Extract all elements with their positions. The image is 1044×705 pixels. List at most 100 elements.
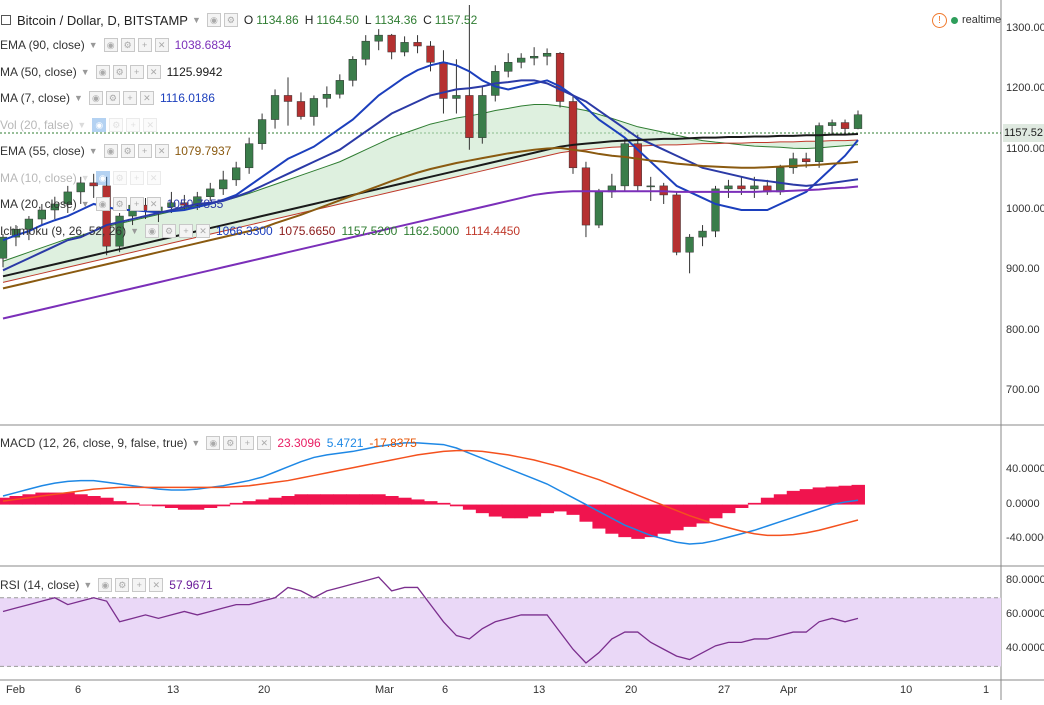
gear-icon[interactable]: ⚙ (120, 144, 135, 158)
eye-icon[interactable]: ◉ (145, 223, 159, 238)
plus-icon[interactable]: + (179, 223, 193, 238)
close-icon[interactable]: ✕ (154, 144, 169, 158)
legend-controls[interactable]: ◉ ⚙ + ✕ (145, 223, 210, 238)
gear-icon[interactable]: ⚙ (223, 13, 238, 27)
legend-label[interactable]: Ichimoku (9, 26, 52, 26) (0, 223, 127, 238)
plus-icon[interactable]: + (137, 144, 152, 158)
chevron-down-icon[interactable]: ▼ (130, 225, 139, 236)
close-icon[interactable]: ✕ (149, 578, 164, 592)
legend-controls[interactable]: ◉ ⚙ + ✕ (92, 117, 158, 132)
macd-histogram-bar (644, 504, 658, 538)
legend-row: MA (7, close) ▼ ◉ ⚙ + ✕ 1116.0186 (0, 89, 215, 107)
series-controls[interactable]: ◉ ⚙ (206, 13, 238, 27)
rsi-label[interactable]: RSI (14, close) (0, 578, 80, 592)
rsi-pane (2, 576, 859, 664)
eye-icon[interactable]: ◉ (95, 64, 110, 79)
close-icon[interactable]: ✕ (146, 197, 161, 211)
macd-tick-label: 40.0000 (1006, 463, 1044, 476)
gear-icon[interactable]: ⚙ (109, 117, 124, 132)
legend-row: EMA (55, close) ▼ ◉ ⚙ + ✕ 1079.7937 (0, 142, 231, 160)
macd-tick-label: -40.0000 (1006, 531, 1044, 544)
legend-label[interactable]: MA (7, close) (0, 91, 71, 105)
chevron-down-icon[interactable]: ▼ (191, 15, 201, 25)
legend-controls[interactable]: ◉ ⚙ + ✕ (95, 170, 161, 185)
legend-label[interactable]: MA (20, close) (0, 197, 77, 211)
plus-icon[interactable]: + (240, 436, 255, 450)
chevron-down-icon[interactable]: ▼ (80, 66, 90, 77)
macd-label[interactable]: MACD (12, 26, close, 9, false, true) (0, 436, 188, 450)
chevron-down-icon[interactable]: ▼ (77, 119, 87, 130)
gear-icon[interactable]: ⚙ (112, 64, 127, 79)
gear-icon[interactable]: ⚙ (112, 170, 127, 185)
candle-body (102, 185, 111, 247)
close-icon[interactable]: ✕ (257, 436, 272, 450)
eye-icon[interactable]: ◉ (206, 436, 221, 450)
gear-icon[interactable]: ⚙ (120, 38, 135, 52)
macd-histogram-bar (540, 504, 555, 514)
eye-icon[interactable]: ◉ (206, 13, 221, 27)
macd-histogram-bar (436, 502, 451, 505)
eye-icon[interactable]: ◉ (103, 38, 118, 52)
close-icon[interactable]: ✕ (154, 38, 169, 52)
eye-off-icon[interactable]: ◉ (92, 117, 107, 132)
close-icon[interactable]: ✕ (139, 91, 154, 105)
gear-icon[interactable]: ⚙ (115, 578, 130, 592)
eye-icon[interactable]: ◉ (103, 144, 118, 158)
gear-icon[interactable]: ⚙ (223, 436, 238, 450)
chevron-down-icon[interactable]: ▼ (74, 93, 83, 103)
candle-body (387, 34, 396, 53)
candle-body (180, 202, 189, 206)
close-icon[interactable]: ✕ (146, 64, 161, 79)
ohlc-h-label: H (304, 13, 314, 27)
chevron-down-icon[interactable]: ▼ (88, 146, 98, 156)
close-icon[interactable]: ✕ (196, 223, 210, 238)
macd-histogram-bar (553, 504, 568, 512)
gear-icon[interactable]: ⚙ (162, 223, 176, 238)
legend-label[interactable]: MA (10, close) (0, 170, 77, 185)
plus-icon[interactable]: + (122, 91, 137, 105)
plus-icon[interactable]: + (129, 197, 144, 211)
macd-histogram-bar (579, 504, 593, 522)
legend-controls[interactable]: ◉ ⚙ + ✕ (103, 144, 169, 158)
plus-icon[interactable]: + (129, 64, 144, 79)
eye-icon[interactable]: ◉ (98, 578, 113, 592)
gear-icon[interactable]: ⚙ (112, 197, 127, 211)
eye-off-icon[interactable]: ◉ (95, 170, 110, 185)
plus-icon[interactable]: + (129, 170, 144, 185)
chevron-down-icon[interactable]: ▼ (83, 580, 93, 590)
macd-histogram-bar (462, 504, 477, 510)
chevron-down-icon[interactable]: ▼ (80, 172, 90, 183)
legend-controls[interactable]: ◉ ⚙ + ✕ (95, 64, 161, 79)
price-tick-label: 800.00 (1006, 323, 1040, 336)
plus-icon[interactable]: + (126, 117, 141, 132)
legend-label[interactable]: Vol (20, false) (0, 117, 74, 132)
legend-label[interactable]: EMA (90, close) (0, 38, 85, 52)
header-row: Bitcoin / Dollar, D, BITSTAMP ▼ ◉ ⚙ O 113… (0, 11, 477, 29)
eye-icon[interactable]: ◉ (88, 91, 103, 105)
eye-icon[interactable]: ◉ (95, 197, 110, 211)
alert-icon[interactable]: ! (932, 12, 947, 28)
candle-body (193, 196, 202, 206)
plus-icon[interactable]: + (132, 578, 147, 592)
legend-controls[interactable]: ◉ ⚙ + ✕ (88, 91, 154, 105)
collapse-icon[interactable] (1, 15, 11, 25)
macd-histogram-bar (359, 494, 373, 505)
price-tick-label: 900.00 (1006, 263, 1040, 276)
legend-controls[interactable]: ◉ ⚙ + ✕ (95, 197, 161, 211)
rsi-controls[interactable]: ◉ ⚙ + ✕ (98, 578, 164, 592)
chevron-down-icon[interactable]: ▼ (191, 438, 201, 448)
chevron-down-icon[interactable]: ▼ (88, 40, 98, 50)
symbol-title[interactable]: Bitcoin / Dollar, D, BITSTAMP (17, 12, 188, 28)
close-icon[interactable]: ✕ (143, 117, 158, 132)
chevron-down-icon[interactable]: ▼ (80, 199, 90, 209)
date-tick-label: 20 (258, 684, 271, 696)
legend-label[interactable]: MA (50, close) (0, 64, 77, 79)
macd-controls[interactable]: ◉ ⚙ + ✕ (206, 436, 272, 450)
gear-icon[interactable]: ⚙ (105, 91, 120, 105)
close-icon[interactable]: ✕ (146, 170, 161, 185)
plus-icon[interactable]: + (137, 38, 152, 52)
legend-label[interactable]: EMA (55, close) (0, 144, 85, 158)
macd-histogram-bar (709, 504, 723, 519)
legend-controls[interactable]: ◉ ⚙ + ✕ (103, 38, 169, 52)
